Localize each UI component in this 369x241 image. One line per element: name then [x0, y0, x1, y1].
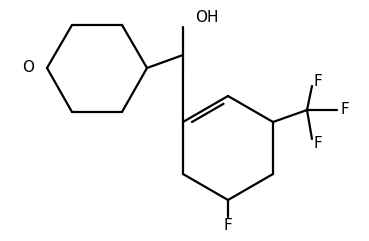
- Text: OH: OH: [195, 11, 218, 26]
- Text: F: F: [314, 135, 323, 150]
- Text: F: F: [341, 102, 349, 118]
- Text: F: F: [314, 74, 323, 89]
- Text: O: O: [22, 60, 34, 75]
- Text: F: F: [224, 217, 232, 233]
